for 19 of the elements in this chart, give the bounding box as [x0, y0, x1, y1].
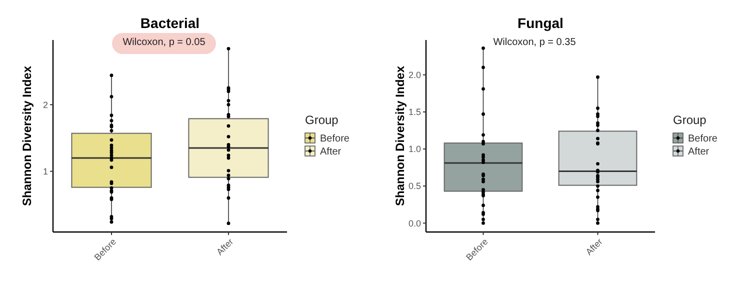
y-axis-title: Shannon Diversity Index — [393, 66, 407, 206]
y-tick-label: 1.5 — [408, 107, 421, 118]
legend-label: After — [688, 146, 710, 158]
legend-title: Group — [305, 113, 339, 127]
legend-title: Group — [673, 113, 707, 127]
y-tick-label: 2.0 — [408, 70, 421, 80]
y-tick-label: 1.0 — [408, 144, 421, 154]
legend-label: Before — [320, 134, 350, 144]
y-tick-label: 2 — [42, 100, 48, 110]
annotation: Wilcoxon, p = 0.05 — [122, 37, 206, 48]
y-tick-label: 1 — [42, 166, 48, 176]
y-tick-label: 0.0 — [408, 218, 421, 228]
y-axis-title: Shannon Diversity Index — [20, 66, 34, 206]
legend-label: Before — [688, 134, 718, 144]
annotation: Wilcoxon, p = 0.35 — [493, 37, 576, 48]
chart-title: Bacterial — [140, 15, 200, 31]
chart-title: Fungal — [518, 15, 564, 31]
legend-label: After — [320, 146, 342, 158]
y-tick-label: 0.5 — [408, 181, 421, 192]
